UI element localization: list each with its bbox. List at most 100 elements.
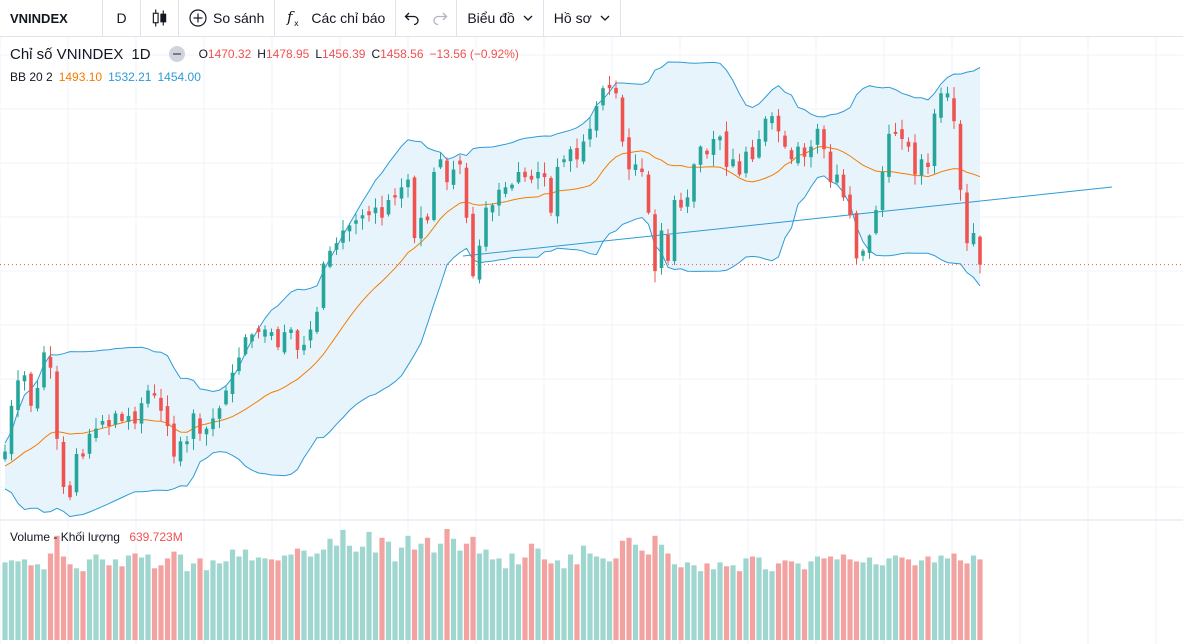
volume-bar xyxy=(970,555,977,640)
candle-body xyxy=(289,329,293,333)
trendlines[interactable] xyxy=(462,186,1113,257)
volume-bar xyxy=(866,557,873,640)
volume-bar xyxy=(288,554,294,640)
volume-bar xyxy=(106,565,112,640)
redo-icon[interactable] xyxy=(432,11,448,25)
volume-bar xyxy=(801,569,808,640)
candle-body xyxy=(679,199,683,208)
low-key: L xyxy=(315,47,323,61)
volume-bar xyxy=(509,553,515,640)
volume-bar xyxy=(769,571,775,640)
high-key: H xyxy=(257,47,266,61)
candle-body xyxy=(952,98,956,122)
candles-icon xyxy=(152,9,167,27)
bollinger-upper-line xyxy=(4,61,981,444)
candle-body xyxy=(744,151,748,174)
volume-bar xyxy=(203,570,210,640)
candle-body xyxy=(978,236,982,265)
volume-bar xyxy=(834,559,840,640)
volume-bar xyxy=(580,545,587,640)
candle-body xyxy=(854,212,859,259)
function-icon: f x xyxy=(286,8,299,28)
volume-bar xyxy=(398,547,405,640)
candle-body xyxy=(406,179,410,188)
volume-bar xyxy=(216,563,223,640)
candle-body xyxy=(211,418,215,430)
candle-body xyxy=(100,421,105,425)
symbol-search[interactable]: VNINDEX xyxy=(0,0,103,37)
volume-bar xyxy=(372,552,379,640)
volume-bar xyxy=(249,560,255,640)
volume-bar xyxy=(158,565,164,640)
price-legend: Chỉ số VNINDEX 1D O 1470.32 H 1478.95 L 145… xyxy=(10,44,519,88)
volume-bar xyxy=(522,557,528,640)
candle-body xyxy=(263,329,267,337)
candle-body xyxy=(42,352,46,388)
candle-body xyxy=(334,243,339,250)
volume-bar xyxy=(483,549,489,640)
candle-body xyxy=(321,263,326,308)
candle-body xyxy=(185,441,189,445)
volume-bar xyxy=(600,558,606,640)
candle-body xyxy=(217,408,222,419)
candle-body xyxy=(568,149,573,162)
candle-body xyxy=(607,84,612,89)
profile-menu-button[interactable]: Hồ sơ xyxy=(544,0,621,37)
open-value: 1470.32 xyxy=(207,47,252,61)
candle-body xyxy=(146,390,150,404)
bollinger-band-fill xyxy=(5,62,980,517)
volume-bar xyxy=(294,548,301,640)
candle-body xyxy=(269,332,274,336)
volume-bar xyxy=(892,555,899,640)
volume-bar xyxy=(236,556,242,640)
volume-bar xyxy=(515,564,522,640)
candle-body xyxy=(276,329,280,348)
chevron-down-icon xyxy=(600,15,610,21)
candle-body xyxy=(906,141,911,147)
volume-bar xyxy=(281,555,288,640)
volume-bar xyxy=(528,543,535,640)
volume-bar xyxy=(860,562,866,640)
candle-body xyxy=(776,115,781,132)
candle-body xyxy=(770,116,774,124)
volume-bar xyxy=(424,537,431,640)
collapse-icon[interactable] xyxy=(168,46,185,62)
volume-bar xyxy=(366,531,372,640)
candle-body xyxy=(932,113,937,166)
volume-bar xyxy=(626,537,632,640)
volume-bar xyxy=(171,551,177,640)
volume-bar xyxy=(502,568,509,640)
low-value: 1456.39 xyxy=(322,47,366,61)
price-chart[interactable] xyxy=(0,37,1183,644)
volume-bar xyxy=(379,537,385,640)
chart-type-button[interactable] xyxy=(141,0,179,37)
indicators-button[interactable]: f x Các chỉ báo xyxy=(275,0,397,37)
candle-body xyxy=(620,97,625,142)
volume-bar xyxy=(54,535,60,640)
volume-bar xyxy=(554,560,561,640)
volume-bar xyxy=(593,556,600,640)
volume-bar xyxy=(535,548,541,640)
candle-body xyxy=(913,142,917,175)
volume-bar xyxy=(450,538,457,640)
candle-body xyxy=(360,215,365,219)
chart-title: Chỉ số VNINDEX xyxy=(10,45,124,63)
candle-body xyxy=(471,213,475,277)
volume-bar xyxy=(749,556,756,640)
candle-body xyxy=(484,207,488,247)
volume-bar xyxy=(639,550,645,640)
volume-bar xyxy=(567,554,574,640)
compare-button[interactable]: So sánh xyxy=(179,0,276,37)
volume-bar xyxy=(314,553,320,640)
volume-bar xyxy=(541,559,548,640)
volume-bar xyxy=(788,561,795,640)
chart-menu-button[interactable]: Biểu đồ xyxy=(457,0,544,37)
volume-bar xyxy=(353,551,359,640)
volume-bar xyxy=(8,560,15,640)
interval-button[interactable]: D xyxy=(103,0,141,37)
volume-bar xyxy=(184,571,190,640)
candle-body xyxy=(523,171,527,178)
candle-body xyxy=(919,159,924,176)
undo-icon[interactable] xyxy=(404,11,420,25)
volume-bar xyxy=(814,556,821,640)
